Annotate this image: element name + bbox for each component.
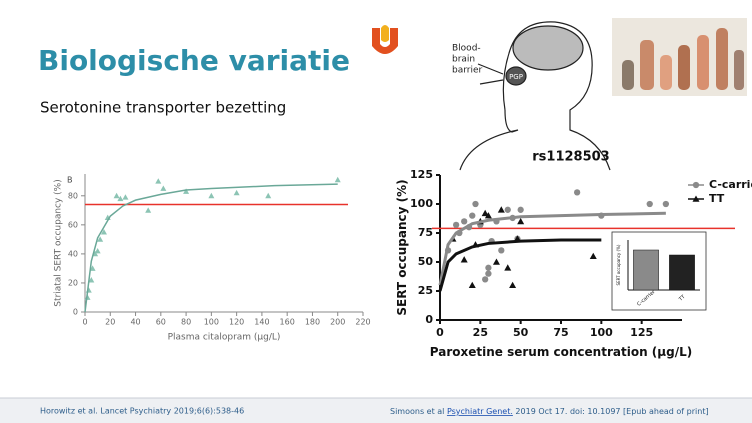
x-axis-label: Plasma citalopram (µg/L) (168, 332, 281, 342)
y-axis-label: Striatal SERT occupancy (%) (53, 179, 63, 306)
illustration-label: Blood- (452, 44, 481, 54)
point (574, 189, 580, 195)
y-axis-label: SERT occupancy (%) (395, 179, 409, 315)
y-tick-label: 20 (68, 278, 78, 287)
legend-label: TT (709, 192, 725, 205)
bar (669, 255, 694, 290)
x-tick-label: 200 (330, 318, 345, 327)
page: Biologische variatie Serotonine transpor… (0, 0, 752, 423)
point (472, 201, 478, 207)
y-tick-label: 40 (68, 249, 78, 258)
point (647, 201, 653, 207)
x-axis-label: Paroxetine serum concentration (µg/L) (430, 345, 692, 359)
legend-label: C-carrier (709, 178, 752, 191)
point (518, 207, 524, 213)
y-tick-label: 125 (410, 168, 433, 181)
citation: Horowitz et al. Lancet Psychiatry 2019;6… (40, 407, 244, 416)
point (482, 276, 488, 282)
x-tick-label: 125 (630, 326, 653, 339)
x-tick-label: 100 (590, 326, 613, 339)
y-tick-label: 0 (425, 313, 433, 326)
y-tick-label: 0 (73, 308, 78, 317)
y-tick-label: 100 (410, 197, 433, 210)
point (485, 270, 491, 276)
panel-label: B (67, 176, 73, 185)
x-tick-label: 120 (229, 318, 244, 327)
x-tick-label: 220 (355, 318, 370, 327)
x-tick-label: 140 (254, 318, 269, 327)
point (485, 265, 491, 271)
x-tick-label: 60 (156, 318, 166, 327)
illustration-label: PGP (509, 73, 523, 81)
illustration-label: barrier (452, 66, 483, 76)
point (498, 247, 504, 253)
y-tick-label: 60 (68, 220, 78, 229)
point (453, 222, 459, 228)
y-tick-label: 50 (418, 255, 434, 268)
title: Biologische variatie (38, 44, 350, 77)
logo (372, 25, 398, 54)
slide: Biologische variatie Serotonine transpor… (0, 0, 752, 423)
x-tick-label: 180 (305, 318, 320, 327)
x-tick-label: 100 (204, 318, 219, 327)
illustration-label: brain (452, 55, 475, 65)
point (663, 201, 669, 207)
bar (633, 250, 658, 290)
x-tick-label: 50 (513, 326, 529, 339)
x-tick-label: 80 (181, 318, 191, 327)
chart-title: rs1128503 (532, 150, 609, 165)
x-tick-label: 20 (105, 318, 115, 327)
x-tick-label: 160 (280, 318, 295, 327)
point (469, 212, 475, 218)
x-tick-label: 0 (436, 326, 444, 339)
point (505, 207, 511, 213)
y-tick-label: 25 (418, 284, 433, 297)
x-tick-label: 0 (82, 318, 87, 327)
citation-link[interactable]: Psychiatr Genet. (447, 407, 513, 416)
x-tick-label: 40 (130, 318, 140, 327)
x-tick-label: 25 (473, 326, 488, 339)
citation-part: 2019 Oct 17. doi: 10.1097 [Epub ahead of… (513, 407, 709, 416)
y-tick-label: 80 (68, 191, 78, 200)
citation-part: Simoons et al (390, 407, 447, 416)
legend-marker (693, 182, 699, 188)
x-tick-label: 75 (553, 326, 568, 339)
y-axis-label: SERT occupancy (%) (616, 244, 621, 285)
y-tick-label: 75 (418, 226, 433, 239)
subtitle: Serotonine transporter bezetting (40, 99, 286, 117)
people-illustration (612, 18, 747, 96)
point (461, 218, 467, 224)
citation: Simoons et al Psychiatr Genet. 2019 Oct … (390, 407, 709, 416)
